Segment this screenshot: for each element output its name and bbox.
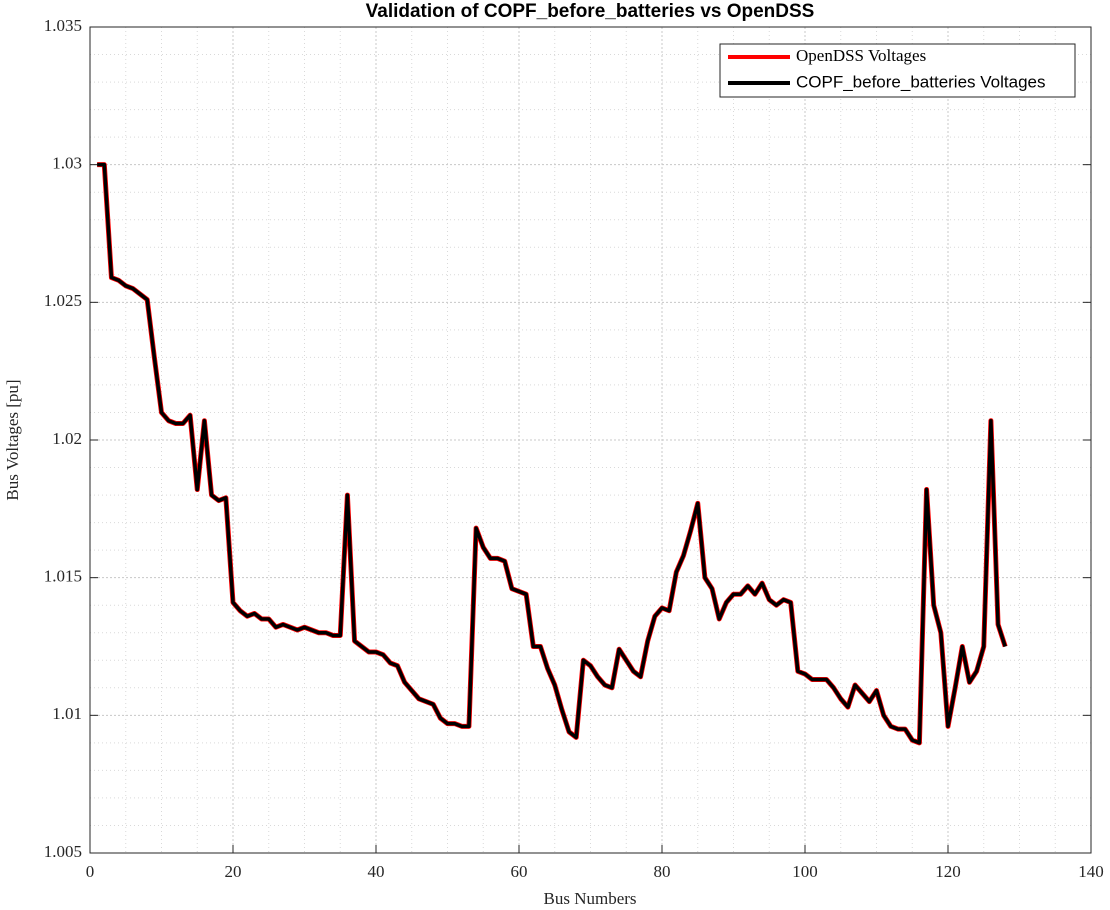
x-tick-label: 100 — [792, 862, 818, 881]
x-tick-label: 60 — [511, 862, 528, 881]
x-tick-label: 20 — [225, 862, 242, 881]
axes-box — [89, 26, 1092, 854]
legend: OpenDSS Voltages COPF_before_batteries Vo… — [719, 43, 1076, 98]
x-tick-label: 0 — [86, 862, 95, 881]
x-axis-label: Bus Numbers — [543, 889, 636, 908]
legend-box — [719, 43, 1076, 98]
y-tick-label: 1.015 — [44, 567, 82, 586]
y-tick-label: 1.005 — [44, 842, 82, 861]
legend-label: COPF_before_batteries Voltages — [796, 72, 1045, 91]
chart-title: Validation of COPF_before_batteries vs O… — [366, 1, 815, 22]
y-tick-label: 1.01 — [52, 704, 82, 723]
y-tick-label: 1.035 — [44, 16, 82, 35]
lines — [97, 162, 1008, 746]
x-tick-label: 40 — [368, 862, 385, 881]
y-tick-label: 1.03 — [52, 154, 82, 173]
y-tick-label: 1.025 — [44, 291, 82, 310]
x-tick-label: 80 — [654, 862, 671, 881]
y-tick-label: 1.02 — [52, 429, 82, 448]
x-tick-label: 120 — [935, 862, 961, 881]
x-tick-label: 140 — [1078, 862, 1104, 881]
series-line — [97, 162, 1007, 745]
legend-label: OpenDSS Voltages — [796, 46, 926, 65]
y-axis-label: Bus Voltages [pu] — [3, 379, 22, 500]
